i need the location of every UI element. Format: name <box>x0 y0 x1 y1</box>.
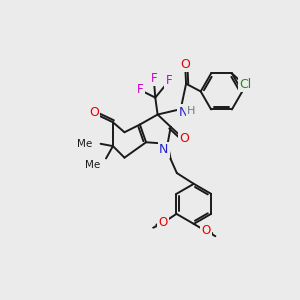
Text: N: N <box>159 143 168 157</box>
Text: F: F <box>136 83 143 96</box>
Text: O: O <box>158 216 167 229</box>
Text: O: O <box>202 224 211 237</box>
Text: Me: Me <box>85 160 100 170</box>
Text: O: O <box>180 132 190 145</box>
Text: H: H <box>187 106 196 116</box>
Text: methoxy: methoxy <box>152 227 158 229</box>
Text: F: F <box>166 74 172 87</box>
Text: N: N <box>178 106 188 119</box>
Text: F: F <box>150 72 157 85</box>
Text: Cl: Cl <box>240 78 252 91</box>
Text: O: O <box>89 106 99 119</box>
Text: Me: Me <box>77 139 92 149</box>
Text: O: O <box>180 58 190 71</box>
